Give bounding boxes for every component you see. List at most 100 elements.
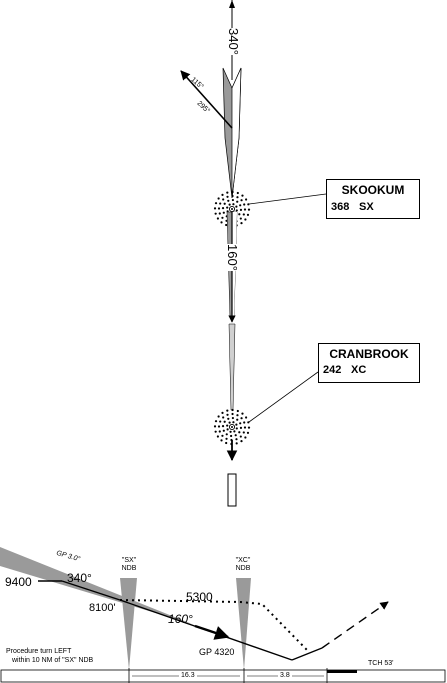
- ndb-dot: [238, 213, 241, 216]
- ndb-dot: [239, 435, 242, 438]
- ndb-dot: [239, 208, 243, 211]
- ndb-dot: [221, 216, 224, 219]
- ndb-dot: [214, 430, 217, 433]
- ndb-dot: [234, 434, 237, 437]
- sx-ndb-label: "SX" NDB: [114, 557, 144, 573]
- ndb-dot: [235, 205, 238, 208]
- ndb-dot: [222, 211, 225, 214]
- xc-ndb-label: "XC" NDB: [228, 557, 258, 573]
- xc-ndb-name: "XC": [235, 557, 251, 564]
- ndb-dot: [244, 198, 248, 201]
- ndb-dot: [233, 430, 236, 433]
- ndb-dot: [239, 422, 242, 425]
- skookum-info-box: SKOOKUM 368 SX: [326, 179, 420, 219]
- ndb-dot: [226, 206, 229, 209]
- ndb-dot: [220, 221, 223, 224]
- ndb-dot: [231, 198, 234, 202]
- ndb-dot: [238, 431, 241, 434]
- ndb-dot: [235, 209, 238, 212]
- skookum-ident: SX: [359, 201, 374, 213]
- ndb-dot: [240, 417, 243, 420]
- ndb-dot: [231, 190, 234, 194]
- ndb-dot: [244, 416, 248, 419]
- cranbrook-name: CRANBROOK: [329, 347, 409, 361]
- altitude-5300: 5300: [186, 590, 213, 604]
- ndb-dot: [225, 441, 228, 445]
- ndb-dot: [217, 197, 220, 200]
- ndb-dot: [240, 199, 243, 202]
- ndb-dot: [231, 408, 234, 412]
- ndb-dot: [228, 421, 231, 424]
- cranbrook-leader: [248, 371, 319, 423]
- runway: [227, 473, 237, 507]
- ndb-dot: [218, 430, 221, 433]
- ndb-dot: [217, 207, 221, 210]
- ndb-dot: [244, 218, 247, 221]
- ndb-dot: [239, 204, 242, 207]
- gp-altitude: GP 4320: [199, 647, 235, 657]
- ndb-dot: [221, 434, 224, 437]
- procedure-turn-white: [231, 67, 242, 199]
- ndb-dot: [242, 213, 245, 216]
- missed-approach-dashed: [321, 601, 389, 649]
- xc-ndb-type: NDB: [235, 565, 251, 572]
- ndb-dot: [221, 411, 224, 415]
- sx-ndb-cone: [120, 578, 137, 670]
- ndb-dot: [219, 202, 222, 205]
- ndb-dot: [236, 418, 239, 421]
- ndb-dot: [222, 416, 225, 419]
- ndb-center-dot: [231, 208, 233, 210]
- xc-ndb-cone: [236, 578, 251, 670]
- ndb-dot: [236, 191, 239, 195]
- ndb-dot: [220, 439, 223, 442]
- ndb-dot: [244, 436, 247, 439]
- altitude-9400: 9400: [5, 575, 32, 589]
- ndb-dot: [236, 196, 239, 199]
- ndb-dot: [239, 217, 242, 220]
- ndb-dot: [235, 438, 238, 441]
- ndb-dot: [213, 425, 217, 428]
- skookum-leader: [248, 193, 327, 205]
- ndb-dot: [225, 437, 228, 440]
- ndb-dot: [227, 417, 230, 420]
- ndb-dot: [228, 203, 231, 206]
- cranbrook-info-box: CRANBROOK 242 XC: [318, 343, 420, 383]
- ndb-dot: [240, 221, 243, 225]
- ndb-dot: [241, 194, 244, 197]
- ndb-dot: [231, 412, 234, 416]
- missed-approach-1: [291, 647, 323, 661]
- skookum-name: SKOOKUM: [341, 183, 405, 197]
- procedure-turn-profile: [119, 599, 308, 651]
- ndb-dot: [225, 223, 228, 227]
- ndb-dot: [222, 198, 225, 201]
- ndb-dot: [226, 428, 229, 431]
- ndb-center-dot: [231, 426, 233, 428]
- distance-xc-threshold: 3.8: [278, 672, 292, 679]
- cranbrook-ndb-symbol: [213, 408, 251, 446]
- ndb-dot: [213, 207, 217, 210]
- profile-descent-1: [61, 580, 121, 601]
- ndb-dot: [231, 194, 234, 198]
- ndb-dot: [242, 431, 245, 434]
- sx-ndb-name: "SX": [121, 557, 137, 564]
- ndb-dot: [241, 412, 244, 415]
- ndb-dot: [247, 426, 251, 429]
- ndb-dot: [235, 442, 238, 445]
- ndb-dot: [225, 433, 228, 436]
- ndb-dot: [216, 435, 220, 438]
- ndb-dot: [243, 421, 246, 424]
- altitude-8100: 8100': [89, 602, 116, 614]
- skookum-freq: 368: [331, 201, 350, 213]
- north-arrow: [229, 0, 235, 8]
- glidepath-wedge: [0, 547, 192, 624]
- ndb-dot: [239, 426, 243, 429]
- ndb-dot: [231, 416, 234, 420]
- sx-ndb-type: NDB: [121, 565, 137, 572]
- ndb-dot: [227, 199, 230, 202]
- cranbrook-freq: 242: [323, 364, 342, 376]
- ndb-dot: [226, 191, 229, 194]
- ndb-dot: [247, 203, 250, 206]
- ndb-dot: [236, 409, 239, 413]
- ndb-dot: [226, 424, 229, 427]
